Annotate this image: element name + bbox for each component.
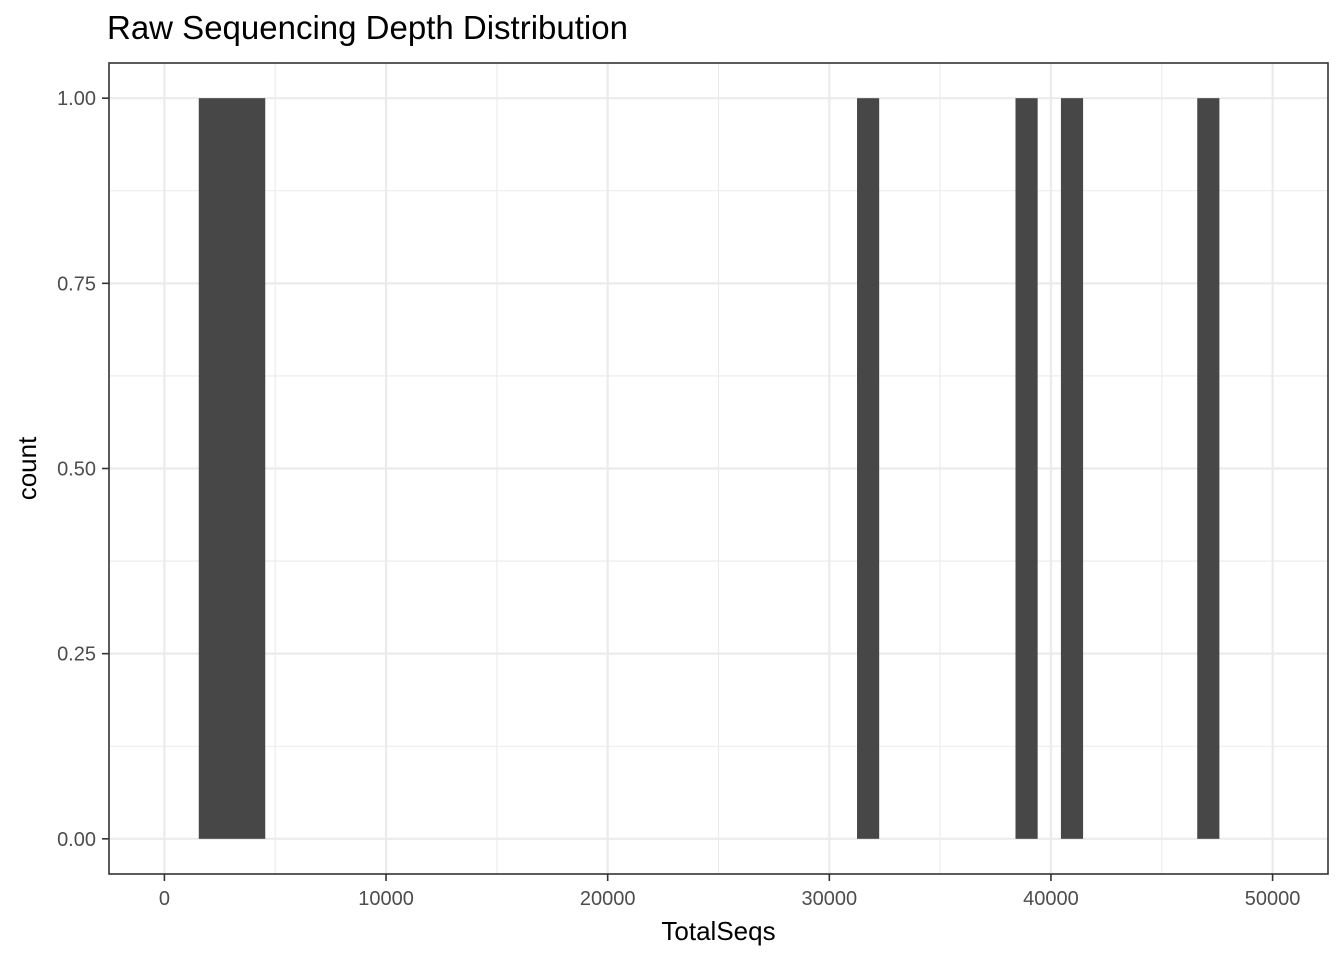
x-tick-label: 0 xyxy=(159,888,170,910)
y-tick-label: 0.25 xyxy=(57,644,96,666)
chart-title: Raw Sequencing Depth Distribution xyxy=(107,9,628,46)
x-tick-label: 20000 xyxy=(580,888,636,910)
histogram-bar xyxy=(1015,98,1038,839)
histogram-bar xyxy=(1197,98,1220,839)
histogram-bar xyxy=(198,98,266,839)
x-tick-label: 30000 xyxy=(802,888,858,910)
bars xyxy=(198,98,1220,839)
axis-ticks xyxy=(102,97,1274,881)
grid xyxy=(109,63,1328,874)
histogram-bar xyxy=(857,98,880,839)
y-tick-label: 0.00 xyxy=(57,829,96,851)
y-tick-label: 0.50 xyxy=(57,459,96,481)
x-axis-title: TotalSeqs xyxy=(661,916,775,946)
tick-labels: 0 10000 20000 30000 40000 50000 0.00 0.25 0.50 0.… xyxy=(57,88,1300,910)
x-tick-label: 40000 xyxy=(1023,888,1079,910)
y-tick-label: 1.00 xyxy=(57,88,96,110)
x-tick-label: 50000 xyxy=(1245,888,1301,910)
histogram-bar xyxy=(1060,98,1084,839)
y-axis-title: count xyxy=(12,436,42,500)
x-tick-label: 10000 xyxy=(358,888,414,910)
y-tick-label: 0.75 xyxy=(57,273,96,295)
